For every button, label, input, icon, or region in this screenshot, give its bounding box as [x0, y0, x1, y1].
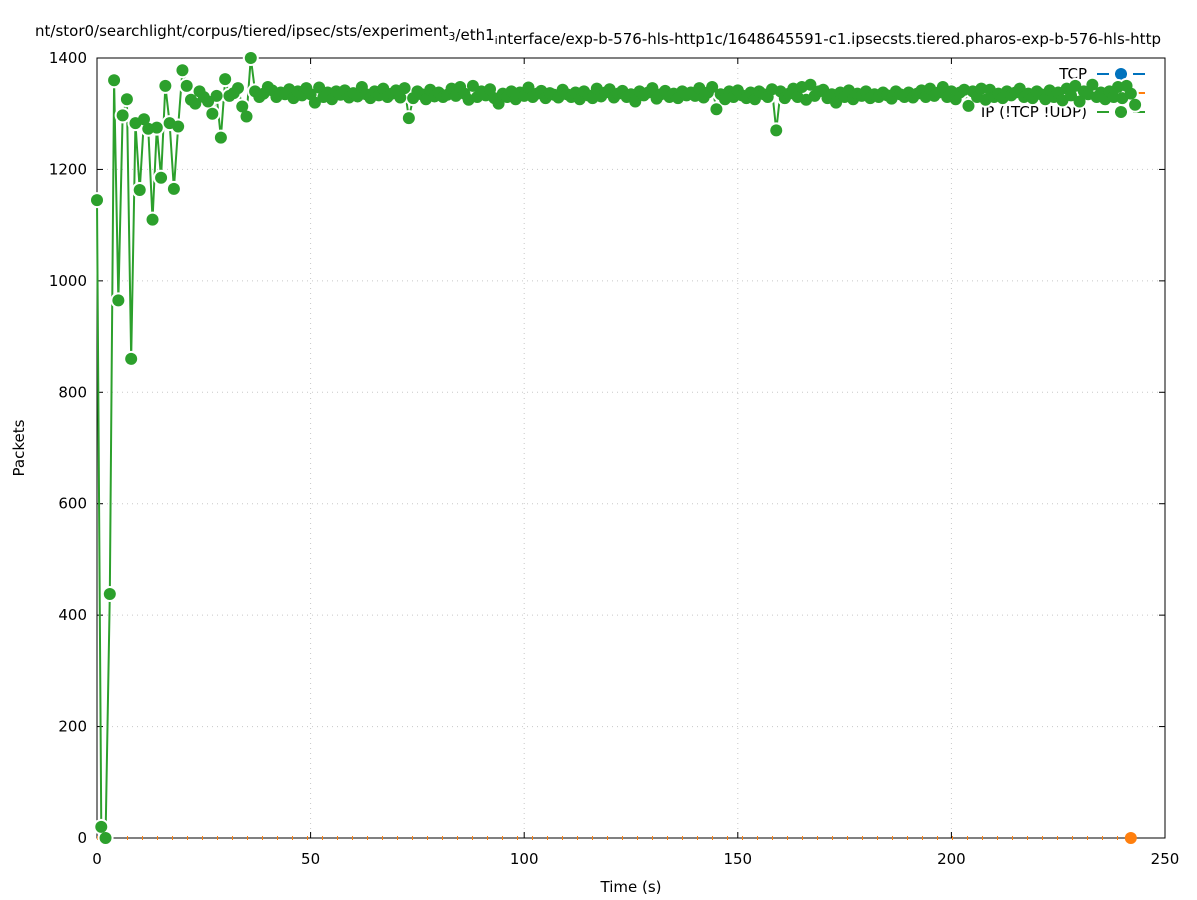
data-point [706, 80, 719, 93]
title-subscript: 3 [448, 30, 455, 43]
data-point [146, 213, 159, 226]
title-part: /eth1 [455, 26, 494, 44]
data-point [176, 64, 189, 77]
y-tick-label: 400 [58, 606, 87, 624]
data-point [1069, 79, 1082, 92]
x-tick-label: 150 [723, 850, 752, 868]
data-point [172, 120, 185, 133]
data-point [99, 832, 112, 844]
data-point [103, 587, 116, 600]
data-point [116, 109, 129, 122]
title-part: nt/stor0/searchlight/corpus/tiered/ipsec… [35, 22, 448, 40]
data-point [214, 131, 227, 144]
data-point [133, 184, 146, 197]
data-point [466, 79, 479, 92]
y-tick-label: 1200 [49, 160, 87, 178]
x-axis-label: Time (s) [600, 878, 662, 896]
data-point [646, 82, 659, 95]
legend-marker [1115, 68, 1127, 80]
data-point [402, 112, 415, 125]
data-point [231, 82, 244, 95]
data-point [1086, 78, 1099, 91]
chart-title: nt/stor0/searchlight/corpus/tiered/ipsec… [35, 22, 1161, 48]
data-point [1129, 98, 1142, 111]
data-point [112, 294, 125, 307]
data-point [522, 81, 535, 94]
data-point [236, 100, 249, 113]
data-point [95, 820, 108, 833]
y-tick-label: 0 [77, 829, 87, 847]
data-point [830, 96, 843, 109]
series-ip-tcp-udp [89, 50, 1144, 846]
series-line [96, 57, 1137, 839]
data-point [180, 79, 193, 92]
data-point [137, 113, 150, 126]
x-tick-label: 0 [92, 850, 102, 868]
y-tick-label: 1000 [49, 272, 87, 290]
title-subscript: i [495, 34, 498, 47]
y-tick-label: 200 [58, 718, 87, 736]
data-point [394, 91, 407, 104]
data-point [492, 97, 505, 110]
x-tick-label: 50 [301, 850, 320, 868]
data-point [150, 121, 163, 134]
data-point [308, 96, 321, 109]
data-point [91, 194, 103, 207]
data-point [206, 107, 219, 120]
plot-area [89, 50, 1144, 846]
axes: 0 50 100 150 200 250 0 200 400 600 800 1000 1200 1400 [49, 49, 1180, 868]
x-tick-label: 100 [510, 850, 539, 868]
y-tick-label: 1400 [49, 49, 87, 67]
data-point [1124, 832, 1137, 844]
data-point [244, 52, 257, 64]
data-point [1065, 89, 1078, 102]
data-point [155, 171, 168, 184]
x-tick-label: 250 [1151, 850, 1180, 868]
data-point [189, 97, 202, 110]
plot-border [96, 57, 1166, 839]
data-point [125, 352, 138, 365]
y-tick-label: 600 [58, 495, 87, 513]
data-point [710, 103, 723, 116]
data-point [770, 124, 783, 137]
data-point [484, 83, 497, 96]
data-point [108, 74, 121, 87]
y-tick-label: 800 [58, 383, 87, 401]
series-udp [97, 832, 1137, 844]
data-point [240, 110, 253, 123]
data-point [167, 182, 180, 195]
data-point [398, 82, 411, 95]
x-tick-label: 200 [937, 850, 966, 868]
data-point [962, 99, 975, 112]
data-point [629, 95, 642, 108]
data-point [804, 78, 817, 91]
data-point [210, 89, 223, 102]
legend-label: TCP [1058, 65, 1087, 83]
data-point [159, 79, 172, 92]
y-axis-label: Packets [10, 419, 28, 476]
data-point [1073, 95, 1086, 108]
data-point [219, 73, 232, 86]
legend-marker [1115, 106, 1127, 118]
grid [97, 58, 1165, 838]
data-point [120, 93, 133, 106]
data-point [202, 95, 215, 108]
title-part: nterface/exp-b-576-hls-http1c/1648645591… [498, 30, 1161, 48]
data-point [1124, 87, 1137, 100]
